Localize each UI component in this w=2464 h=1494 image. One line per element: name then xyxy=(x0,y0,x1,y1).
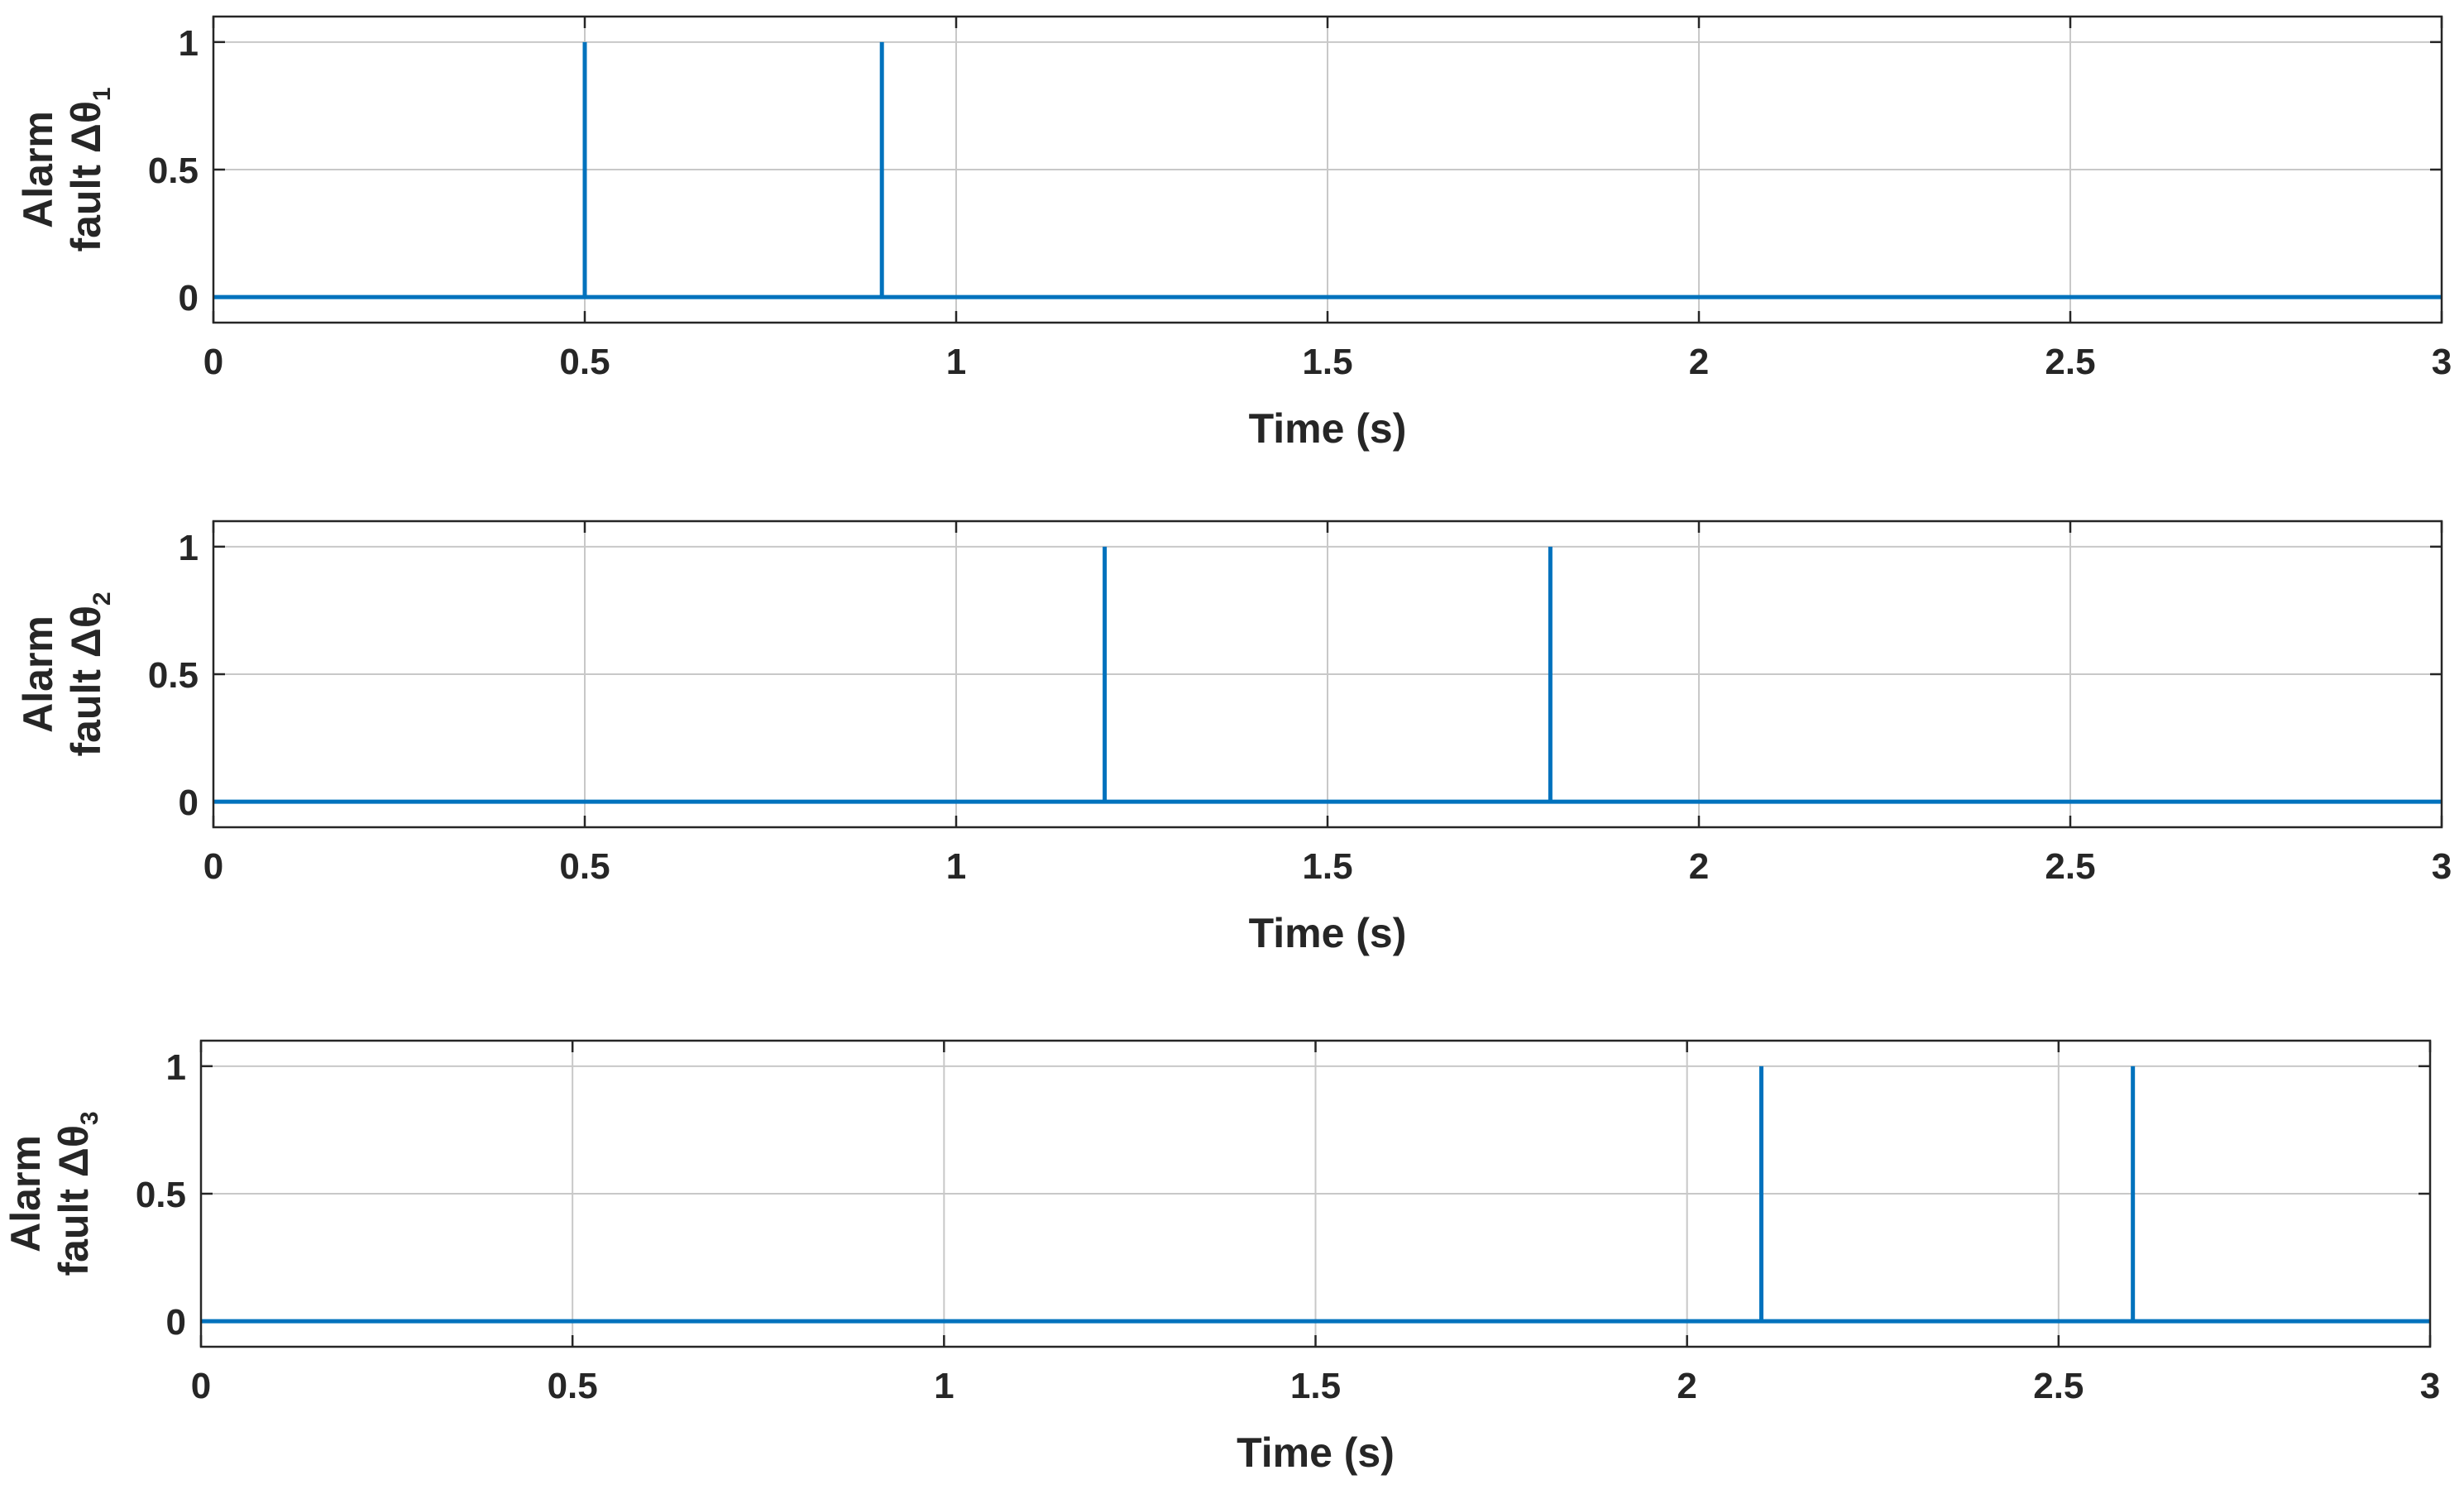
y-axis-label-line-2: fault Δθ xyxy=(63,606,109,756)
x-tick-label: 2 xyxy=(1689,846,1709,887)
x-tick-label: 0.5 xyxy=(548,1366,598,1406)
y-axis-label-line-1: Alarm xyxy=(15,111,61,228)
y-tick-label: 0 xyxy=(179,783,199,823)
x-tick-label: 2.5 xyxy=(2045,846,2095,887)
x-axis-label: Time (s) xyxy=(1249,910,1407,956)
series-line xyxy=(213,546,2442,804)
y-tick-label: 1 xyxy=(179,23,199,64)
x-tick-label: 2.5 xyxy=(2033,1366,2084,1406)
x-tick-label: 0 xyxy=(203,342,223,382)
x-tick-label: 3 xyxy=(2432,342,2452,382)
x-tick-label: 1.5 xyxy=(1302,846,1352,887)
series-line xyxy=(201,1065,2430,1324)
y-axis-label: Alarmfault Δθ3 xyxy=(2,1111,103,1276)
y-tick-label: 0 xyxy=(179,278,199,318)
y-tick-label: 0.5 xyxy=(136,1175,186,1215)
x-tick-label: 1 xyxy=(934,1366,954,1406)
axes-box xyxy=(212,15,2443,324)
x-tick-label: 0.5 xyxy=(559,846,610,887)
x-tick-label: 1 xyxy=(946,342,966,382)
y-axis-label-subscript: 1 xyxy=(89,87,116,101)
x-tick-label: 3 xyxy=(2420,1366,2440,1406)
x-tick-label: 0 xyxy=(203,846,223,887)
series-line xyxy=(213,41,2442,299)
y-tick-label: 1 xyxy=(179,528,199,568)
y-tick-label: 0.5 xyxy=(148,151,199,191)
x-tick-label: 2.5 xyxy=(2045,342,2095,382)
y-axis-label-subscript: 3 xyxy=(76,1111,103,1125)
y-axis-label-line-2: fault Δθ xyxy=(50,1125,97,1276)
y-axis-label: Alarmfault Δθ2 xyxy=(15,591,116,756)
y-tick-label: 1 xyxy=(166,1047,186,1088)
y-axis-label-line-2: fault Δθ xyxy=(63,101,109,251)
x-tick-label: 0 xyxy=(191,1366,211,1406)
x-tick-label: 1.5 xyxy=(1290,1366,1341,1406)
y-tick-label: 0.5 xyxy=(148,655,199,696)
y-axis-label-line-1: Alarm xyxy=(15,615,61,733)
y-axis-label: Alarmfault Δθ1 xyxy=(15,87,116,251)
x-axis-label: Time (s) xyxy=(1237,1429,1395,1476)
axes-box xyxy=(212,520,2443,829)
x-tick-label: 3 xyxy=(2432,846,2452,887)
y-tick-label: 0 xyxy=(166,1302,186,1343)
x-tick-label: 2 xyxy=(1689,342,1709,382)
x-axis-label: Time (s) xyxy=(1249,405,1407,452)
axes-box xyxy=(199,1039,2432,1348)
y-axis-label-line-1: Alarm xyxy=(2,1135,49,1252)
x-tick-label: 1 xyxy=(946,846,966,887)
x-tick-label: 0.5 xyxy=(559,342,610,382)
y-axis-label-subscript: 2 xyxy=(89,591,116,606)
x-tick-label: 1.5 xyxy=(1302,342,1352,382)
x-tick-label: 2 xyxy=(1677,1366,1696,1406)
